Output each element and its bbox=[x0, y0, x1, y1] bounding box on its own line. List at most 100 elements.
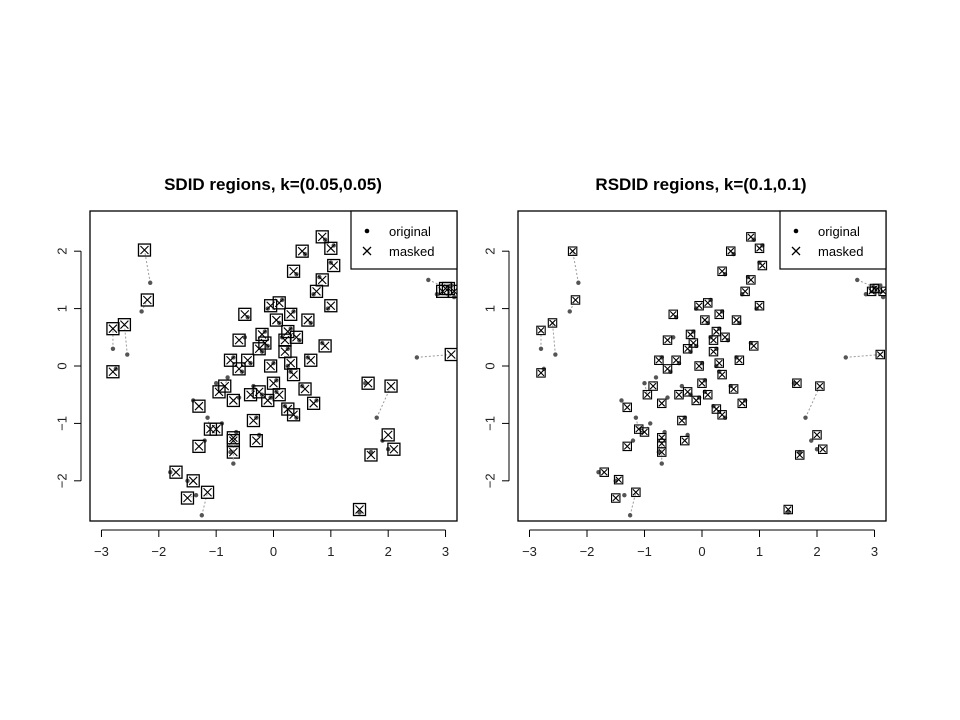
masked-point bbox=[289, 410, 298, 420]
masked-box bbox=[677, 415, 687, 426]
original-point bbox=[193, 492, 199, 498]
masked-point bbox=[675, 391, 683, 399]
masked-box bbox=[688, 338, 699, 348]
masked-box bbox=[438, 281, 453, 296]
x-tick-label: −3 bbox=[522, 544, 537, 559]
legend-box bbox=[779, 210, 887, 270]
masked-box bbox=[306, 396, 321, 410]
legend-original-label: original bbox=[818, 224, 860, 239]
y-tick-label: −2 bbox=[483, 473, 498, 488]
y-tick-label: −1 bbox=[55, 416, 70, 431]
masked-box bbox=[866, 286, 877, 297]
masked-box bbox=[714, 309, 724, 320]
masked-point bbox=[600, 468, 608, 476]
x-tick-label: 3 bbox=[442, 544, 449, 559]
sdid-chart-title: SDID regions, k=(0.05,0.05) bbox=[164, 175, 382, 194]
masked-box bbox=[263, 359, 278, 373]
x-tick-label: −2 bbox=[580, 544, 595, 559]
masked-box bbox=[656, 433, 667, 443]
masked-point bbox=[326, 301, 336, 311]
masked-box bbox=[754, 300, 765, 311]
masked-box bbox=[536, 368, 546, 378]
y-tick-label: 0 bbox=[55, 362, 70, 369]
displacement-line bbox=[845, 354, 881, 358]
masked-box bbox=[200, 485, 215, 499]
masked-box bbox=[613, 474, 624, 485]
masked-point bbox=[655, 356, 663, 364]
masked-box bbox=[364, 448, 378, 462]
rsdid-chart-title: RSDID regions, k=(0.1,0.1) bbox=[595, 175, 806, 194]
masked-box bbox=[734, 355, 745, 366]
masked-point bbox=[730, 385, 738, 393]
masked-point bbox=[695, 362, 703, 370]
masked-point bbox=[355, 505, 364, 514]
masked-point bbox=[687, 331, 694, 338]
masked-point bbox=[289, 370, 298, 379]
masked-box bbox=[387, 442, 401, 456]
masked-point bbox=[813, 431, 821, 439]
masked-point bbox=[269, 378, 278, 388]
masked-point bbox=[312, 286, 321, 296]
original-point bbox=[843, 355, 848, 360]
masked-box bbox=[226, 431, 241, 445]
masked-box bbox=[662, 364, 673, 374]
sdid-panel: SDID regions, k=(0.05,0.05) −3 −2 −1 0 1 2 3 −2… bbox=[55, 175, 458, 559]
masked-point bbox=[289, 266, 298, 276]
masked-point bbox=[689, 339, 697, 347]
masked-box bbox=[642, 389, 653, 400]
masked-point bbox=[727, 247, 735, 255]
masked-point bbox=[569, 247, 577, 255]
masked-point bbox=[266, 361, 276, 371]
masked-point bbox=[142, 295, 152, 305]
masked-point bbox=[681, 437, 689, 445]
masked-point bbox=[756, 302, 763, 310]
masked-point bbox=[537, 369, 545, 377]
masked-box bbox=[671, 355, 681, 366]
x-tick-label: 2 bbox=[385, 544, 392, 559]
masked-point bbox=[643, 391, 651, 399]
x-tick-label: 0 bbox=[270, 544, 277, 559]
y-tick-label: 2 bbox=[55, 248, 70, 255]
masked-point bbox=[784, 506, 792, 513]
masked-point bbox=[710, 336, 717, 344]
masked-box bbox=[783, 504, 793, 515]
masked-point bbox=[615, 476, 623, 484]
masked-point bbox=[623, 442, 631, 450]
masked-point bbox=[194, 401, 204, 411]
masked-box bbox=[700, 315, 710, 325]
masked-box bbox=[754, 243, 765, 254]
masked-point bbox=[747, 276, 755, 284]
masked-point bbox=[194, 441, 204, 451]
masked-point bbox=[612, 494, 620, 502]
plot-frame bbox=[89, 210, 458, 522]
masked-point bbox=[819, 445, 827, 453]
masked-box bbox=[717, 369, 727, 380]
masked-box bbox=[547, 318, 558, 328]
masked-point bbox=[446, 350, 456, 359]
masked-box bbox=[117, 318, 132, 332]
masked-box bbox=[286, 408, 301, 422]
original-point bbox=[213, 381, 219, 386]
masked-box bbox=[304, 353, 318, 367]
masked-box bbox=[226, 393, 241, 408]
masked-point bbox=[260, 338, 270, 348]
x-tick-label: 2 bbox=[813, 544, 820, 559]
masked-point bbox=[228, 447, 238, 457]
masked-point bbox=[286, 358, 296, 368]
masked-box bbox=[232, 333, 246, 347]
masked-box bbox=[812, 430, 822, 440]
original-point bbox=[576, 280, 581, 285]
masked-point bbox=[317, 232, 327, 242]
masked-box bbox=[272, 388, 286, 402]
original-point bbox=[374, 415, 379, 420]
masked-box bbox=[875, 349, 885, 360]
masked-box bbox=[315, 230, 329, 244]
masked-box bbox=[708, 346, 719, 357]
y-tick-label: −2 bbox=[55, 473, 70, 488]
masked-box bbox=[269, 313, 284, 327]
masked-box bbox=[284, 356, 298, 370]
displacement-line bbox=[805, 385, 821, 418]
masked-box bbox=[737, 398, 747, 409]
masked-box bbox=[318, 339, 332, 353]
masked-point bbox=[698, 379, 706, 387]
